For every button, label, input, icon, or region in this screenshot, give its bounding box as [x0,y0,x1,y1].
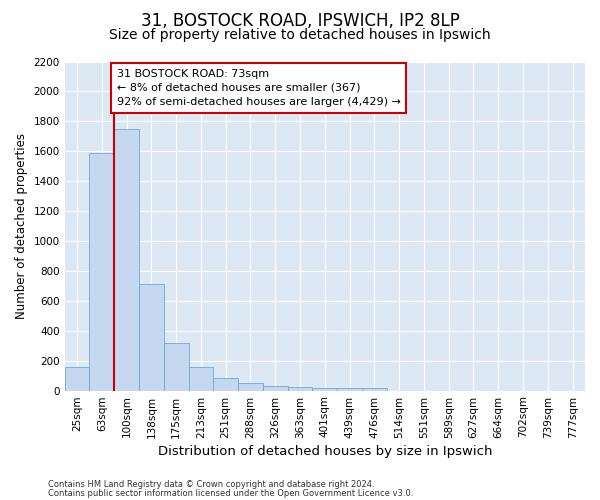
Bar [362,388,387,390]
Text: 31 BOSTOCK ROAD: 73sqm
← 8% of detached houses are smaller (367)
92% of semi-det: 31 BOSTOCK ROAD: 73sqm ← 8% of detached … [117,69,401,107]
Bar [114,129,139,390]
Bar [164,344,188,390]
Y-axis label: Number of detached properties: Number of detached properties [15,133,28,319]
Text: 31, BOSTOCK ROAD, IPSWICH, IP2 8LP: 31, BOSTOCK ROAD, IPSWICH, IP2 8LP [140,12,460,30]
Text: Contains HM Land Registry data © Crown copyright and database right 2024.: Contains HM Land Registry data © Crown c… [48,480,374,489]
Bar [139,284,164,391]
Bar [263,386,287,390]
Text: Size of property relative to detached houses in Ipswich: Size of property relative to detached ho… [109,28,491,42]
Bar [238,383,263,390]
Bar [287,387,313,390]
Bar [188,366,214,390]
Bar [313,388,337,390]
Bar [89,152,114,390]
X-axis label: Distribution of detached houses by size in Ipswich: Distribution of detached houses by size … [158,444,492,458]
Text: Contains public sector information licensed under the Open Government Licence v3: Contains public sector information licen… [48,488,413,498]
Bar [214,378,238,390]
Bar [337,388,362,390]
Bar [65,366,89,390]
